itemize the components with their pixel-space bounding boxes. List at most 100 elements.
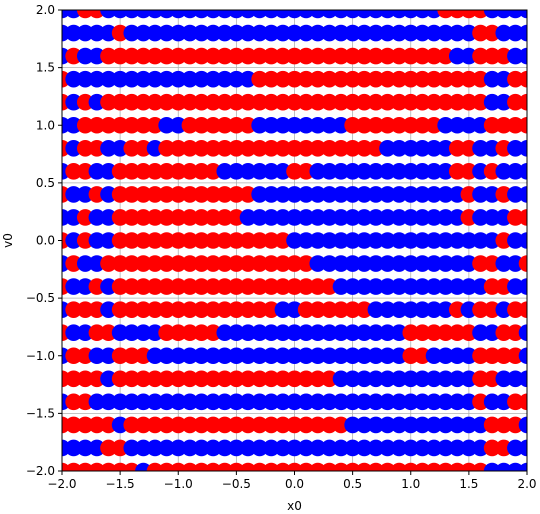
data-point-3-8	[146, 393, 164, 411]
x-tick-label-2: −1.0	[164, 477, 193, 491]
data-point-14-13	[204, 140, 222, 157]
data-point-3-3	[88, 393, 106, 411]
data-point-19-23	[321, 24, 338, 42]
data-point-4-15	[228, 370, 245, 388]
data-point-8-13	[204, 278, 222, 295]
data-point-6-10	[169, 324, 187, 342]
data-point-14-26	[355, 140, 373, 157]
data-point-1-25	[344, 439, 361, 457]
data-point-3-14	[216, 393, 234, 411]
data-point-5-32	[425, 347, 443, 365]
data-point-16-34	[448, 93, 466, 111]
data-point-14-21	[297, 140, 315, 157]
data-point-10-11	[181, 232, 199, 249]
data-point-7-18	[262, 301, 280, 318]
data-point-8-39	[507, 278, 524, 295]
data-point-11-16	[239, 209, 257, 226]
data-point-6-11	[181, 324, 199, 342]
data-point-9-7	[135, 255, 152, 272]
data-point-20-40	[518, 10, 527, 19]
data-point-17-33	[437, 70, 454, 88]
data-point-12-13	[204, 186, 222, 203]
data-point-11-29	[390, 209, 408, 226]
data-point-9-5	[111, 255, 129, 272]
data-point-15-36	[472, 116, 489, 134]
x-axis-label: x0	[287, 499, 302, 513]
data-point-11-15	[228, 209, 245, 226]
data-point-5-35	[460, 347, 478, 365]
data-point-1-2	[76, 439, 94, 457]
data-point-1-4	[100, 439, 117, 457]
data-point-13-2	[76, 163, 94, 180]
data-point-6-15	[228, 324, 245, 342]
data-point-9-20	[286, 255, 303, 272]
data-point-4-28	[379, 370, 396, 388]
data-point-15-4	[100, 116, 117, 134]
data-point-16-14	[216, 93, 234, 111]
data-point-7-10	[169, 301, 187, 318]
data-point-13-20	[286, 163, 303, 180]
data-point-10-1	[65, 232, 82, 249]
data-point-13-19	[274, 163, 292, 180]
data-point-11-8	[146, 209, 164, 226]
data-point-4-1	[65, 370, 82, 388]
data-point-1-12	[193, 439, 210, 457]
data-point-18-37	[483, 47, 501, 65]
data-point-1-32	[425, 439, 443, 457]
data-point-3-13	[204, 393, 222, 411]
data-point-7-22	[309, 301, 327, 318]
data-point-5-28	[379, 347, 396, 365]
data-point-5-22	[309, 347, 327, 365]
y-tick-label-8: 2.0	[36, 3, 55, 17]
data-point-16-35	[460, 93, 478, 111]
data-point-18-34	[448, 47, 466, 65]
data-point-4-35	[460, 370, 478, 388]
data-point-6-36	[472, 324, 489, 342]
data-point-3-27	[367, 393, 385, 411]
data-point-14-30	[402, 140, 420, 157]
data-point-15-7	[135, 116, 152, 134]
data-point-3-23	[321, 393, 338, 411]
data-point-6-37	[483, 324, 501, 342]
data-point-1-20	[286, 439, 303, 457]
data-point-10-5	[111, 232, 129, 249]
data-point-9-11	[181, 255, 199, 272]
data-point-12-34	[448, 186, 466, 203]
data-point-18-32	[425, 47, 443, 65]
data-point-15-24	[332, 116, 350, 134]
data-point-19-12	[193, 24, 210, 42]
data-point-5-40	[518, 347, 527, 365]
data-point-1-18	[262, 439, 280, 457]
data-point-15-15	[228, 116, 245, 134]
data-point-5-14	[216, 347, 234, 365]
data-point-2-3	[88, 416, 106, 434]
data-point-18-8	[146, 47, 164, 65]
data-point-12-2	[76, 186, 94, 203]
data-point-3-37	[483, 393, 501, 411]
data-point-12-6	[123, 186, 141, 203]
y-tick-label-4: 0.0	[36, 234, 55, 248]
data-point-13-14	[216, 163, 234, 180]
data-point-18-19	[274, 47, 292, 65]
data-point-15-31	[414, 116, 431, 134]
data-point-5-33	[437, 347, 454, 365]
data-point-16-6	[123, 93, 141, 111]
data-point-15-16	[239, 116, 257, 134]
data-point-17-22	[309, 70, 327, 88]
data-point-13-13	[204, 163, 222, 180]
data-point-9-9	[158, 255, 175, 272]
data-point-5-34	[448, 347, 466, 365]
data-point-15-29	[390, 116, 408, 134]
data-point-17-21	[297, 70, 315, 88]
data-point-18-23	[321, 47, 338, 65]
data-point-5-10	[169, 347, 187, 365]
data-point-12-20	[286, 186, 303, 203]
data-point-13-30	[402, 163, 420, 180]
data-point-7-16	[239, 301, 257, 318]
data-point-2-2	[76, 416, 94, 434]
data-point-13-22	[309, 163, 327, 180]
x-axis-ticks: −2.0 −1.5 −1.0 −0.5 0.0 0.5 1.0 1.5 2.0	[47, 471, 537, 491]
data-point-5-37	[483, 347, 501, 365]
data-point-19-25	[344, 24, 361, 42]
data-point-6-31	[414, 324, 431, 342]
